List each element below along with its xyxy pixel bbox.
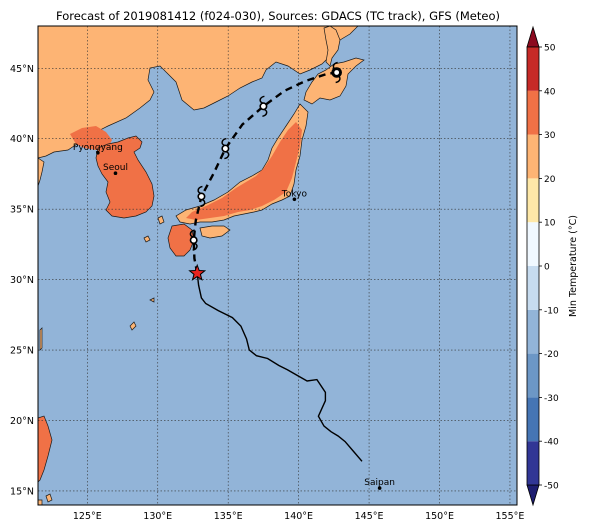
colorbar-label: Min Temperature (°C) [568, 215, 579, 317]
typhoon-symbol-icon [197, 185, 206, 208]
luzon-island [38, 415, 53, 483]
city-label: Pyongyang [73, 143, 123, 153]
colorbar-extend-low [526, 484, 540, 507]
forecast-end-ring [331, 67, 342, 78]
typhoon-symbol-icon [331, 61, 342, 84]
colorbar-tick-label: -40 [544, 438, 559, 448]
honshu-hot-zone [186, 122, 302, 220]
city-label: Saipan [364, 478, 395, 488]
lon-tick-label: 155°E [496, 511, 525, 522]
sakhalin-island [323, 26, 341, 67]
map-frame [37, 25, 518, 506]
colorbar-tick-label: -10 [544, 306, 559, 316]
lat-tick-label: 30°N [10, 275, 34, 286]
colorbar-tick-label: -50 [544, 482, 559, 492]
colorbar-band [527, 353, 539, 398]
lon-tick-label: 145°E [355, 511, 384, 522]
colorbar-tick-label: -30 [544, 394, 559, 404]
map-axes: 125°E 130°E 135°E 140°E 145°E 150°E 155°E 15°N 2… [10, 64, 524, 522]
colorbar-extend-high [526, 25, 540, 48]
typhoon-symbol-icon [259, 95, 268, 118]
forecast-point [259, 102, 268, 111]
lon-tick-label: 125°E [73, 511, 102, 522]
lon-tick-label: 130°E [143, 511, 172, 522]
city-labels: Pyongyang Seoul Tokyo Saipan [73, 143, 395, 490]
korean-peninsula [95, 135, 155, 219]
lon-tick-label: 135°E [214, 511, 243, 522]
city-label: Tokyo [281, 189, 308, 199]
philippine-islets [38, 493, 53, 505]
lat-tick-label: 20°N [10, 416, 34, 427]
mainland-hot-zone [70, 126, 112, 150]
city-marker [377, 486, 382, 490]
observed-track [196, 273, 363, 462]
colorbar-band [527, 47, 539, 91]
colorbar-tick-label: 10 [544, 219, 556, 229]
lat-tick-label: 35°N [10, 205, 34, 216]
china-coast [38, 157, 45, 187]
colorbar-tick-label: -20 [544, 350, 559, 360]
forecast-point [197, 192, 206, 201]
islets [39, 215, 165, 351]
colorbar-tick-label: 50 [544, 44, 556, 54]
lat-tick-label: 15°N [10, 486, 34, 497]
lon-tick-label: 140°E [284, 511, 313, 522]
kyushu-island [167, 223, 195, 257]
colorbar-tick-label: 30 [544, 131, 556, 141]
colorbar-band [527, 266, 539, 310]
storm-tracks [188, 61, 363, 462]
lat-tick-label: 25°N [10, 346, 34, 357]
city-marker [292, 197, 297, 202]
colorbar: -50 -40 -30 -20 -10 0 10 20 30 40 50 Min Temperatur… [526, 25, 579, 507]
lat-tick-label: 40°N [10, 134, 34, 145]
land-layer [38, 26, 365, 505]
forecast-point [189, 236, 198, 245]
hokkaido-island [303, 57, 365, 105]
colorbar-band [527, 309, 539, 354]
colorbar-band [527, 134, 539, 179]
colorbar-band [527, 90, 539, 135]
forecast-point [221, 144, 230, 153]
map-area[interactable]: Pyongyang Seoul Tokyo Saipan [37, 25, 518, 506]
lat-tick-label: 45°N [10, 64, 34, 75]
colorbar-tick-label: 20 [544, 175, 556, 185]
current-position-star-icon [188, 263, 207, 281]
map-title: Forecast of 2019081412 (f024-030), Sourc… [56, 9, 500, 23]
typhoon-symbol-icon [221, 137, 230, 160]
colorbar-band [527, 222, 539, 266]
colorbar-band [527, 178, 539, 223]
colorbar-tick-label: 0 [544, 263, 550, 273]
city-marker [113, 171, 118, 176]
map-gridlines [38, 26, 517, 505]
lon-tick-label: 150°E [425, 511, 454, 522]
colorbar-tick-label: 40 [544, 87, 556, 97]
typhoon-symbol-icon [189, 229, 198, 251]
city-label: Seoul [103, 163, 128, 173]
shikoku-island [199, 225, 231, 239]
colorbar-band [527, 397, 539, 442]
forecast-point [332, 68, 341, 77]
colorbar-band [527, 441, 539, 485]
city-marker [96, 150, 100, 155]
